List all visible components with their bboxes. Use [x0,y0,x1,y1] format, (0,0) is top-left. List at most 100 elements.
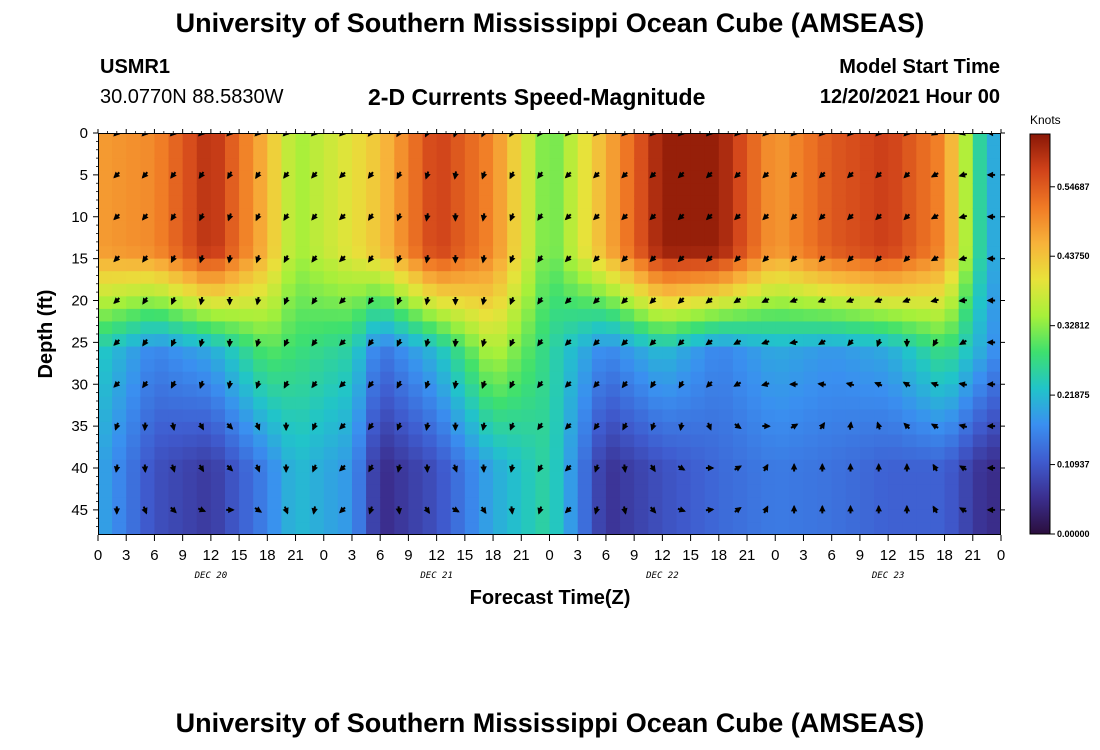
heatmap-cell [196,509,212,524]
heatmap-cell [761,434,776,448]
heatmap-cell [351,409,367,423]
heatmap-cell [281,384,297,398]
heatmap-cell [408,396,424,410]
heatmap-cell [98,258,113,272]
heatmap-cell [831,346,847,360]
current-vector [790,463,798,472]
heatmap-cell [267,509,283,524]
vector-head [817,297,825,303]
heatmap-cell [902,409,917,423]
current-vector [705,338,713,346]
heatmap-cell [775,334,790,348]
heatmap-cell [845,258,861,272]
heatmap-cell [337,346,353,360]
heatmap-cell [761,145,776,159]
heatmap-cell [210,183,226,197]
heatmap-cell [888,371,903,385]
vector-head [452,340,459,348]
heatmap-cell [620,308,635,323]
heatmap-cell [986,472,1001,486]
x-tick-label: 12 [203,547,220,564]
heatmap-cell [380,421,395,436]
heatmap-cell [337,158,353,172]
heatmap-cell [591,308,607,323]
heatmap-cell [182,421,198,436]
heatmap-cell [493,170,508,184]
heatmap-cell [408,434,424,448]
heatmap-cell [662,509,678,524]
heatmap-cell [845,421,861,436]
heatmap-cell [450,509,466,524]
current-vector [282,464,290,473]
heatmap-cell [126,158,141,172]
heatmap-cell [775,522,790,535]
heatmap-cell [803,384,819,398]
heatmap-cell [380,308,395,323]
heatmap-cell [605,346,621,360]
heatmap-cell [605,208,621,222]
vector-head [734,507,742,514]
heatmap-cell [902,484,917,498]
heatmap-cell [761,472,776,486]
heatmap-cell [436,158,452,172]
current-vector [705,422,712,431]
heatmap-cell [930,133,946,147]
heatmap-cell [521,509,536,524]
heatmap-cell [605,308,621,323]
heatmap-cell [803,396,819,410]
heatmap-cell [366,183,381,197]
vector-head [734,171,741,179]
heatmap-cell [309,484,325,498]
heatmap-cell [196,384,212,398]
heatmap-cell [140,447,156,461]
vector-head [564,339,572,346]
heatmap-cell [507,484,522,498]
heatmap-cell [239,133,254,147]
heatmap-cell [958,183,974,197]
heatmap-cell [676,384,692,398]
heatmap-cell [747,459,762,473]
heatmap-cell [253,509,268,524]
heatmap-cell [563,509,579,524]
heatmap-cell [210,459,226,473]
heatmap-cell [916,283,932,297]
heatmap-cell [112,220,127,235]
heatmap-cell [267,434,283,448]
heatmap-cell [351,133,367,147]
heatmap-cell [380,497,395,511]
heatmap-cell [323,183,339,197]
vector-head [481,340,488,348]
current-vector [170,380,177,389]
heatmap-cell [634,334,649,348]
heatmap-cell [210,409,226,423]
heatmap-cell [295,484,311,498]
heatmap-cell [408,497,424,511]
heatmap-cell [535,359,551,373]
heatmap-cell [916,434,932,448]
x-tick-label: 3 [122,547,130,564]
heatmap-cell [845,409,861,423]
chart-title-top: University of Southern Mississippi Ocean… [175,8,925,38]
heatmap-cell [436,296,452,310]
current-vector [958,423,968,430]
heatmap-cell [648,271,663,285]
heatmap-cell [98,308,113,323]
heatmap-cell [380,283,395,297]
current-vector [142,297,149,305]
x-tick-label: 3 [574,547,582,564]
heatmap-cell [817,509,833,524]
heatmap-cell [958,308,974,323]
vector-head [932,505,939,513]
heatmap-cell [337,384,353,398]
heatmap-cell [295,472,311,486]
heatmap-cell [817,472,833,486]
heatmap-cell [874,472,889,486]
heatmap-cell [549,271,565,285]
vector-head [283,339,290,347]
heatmap-cell [958,170,974,184]
heatmap-cell [958,246,974,260]
heatmap-cell [831,208,847,222]
heatmap-cell [337,133,353,147]
heatmap-cell [507,195,522,209]
heatmap-cell [140,472,156,486]
